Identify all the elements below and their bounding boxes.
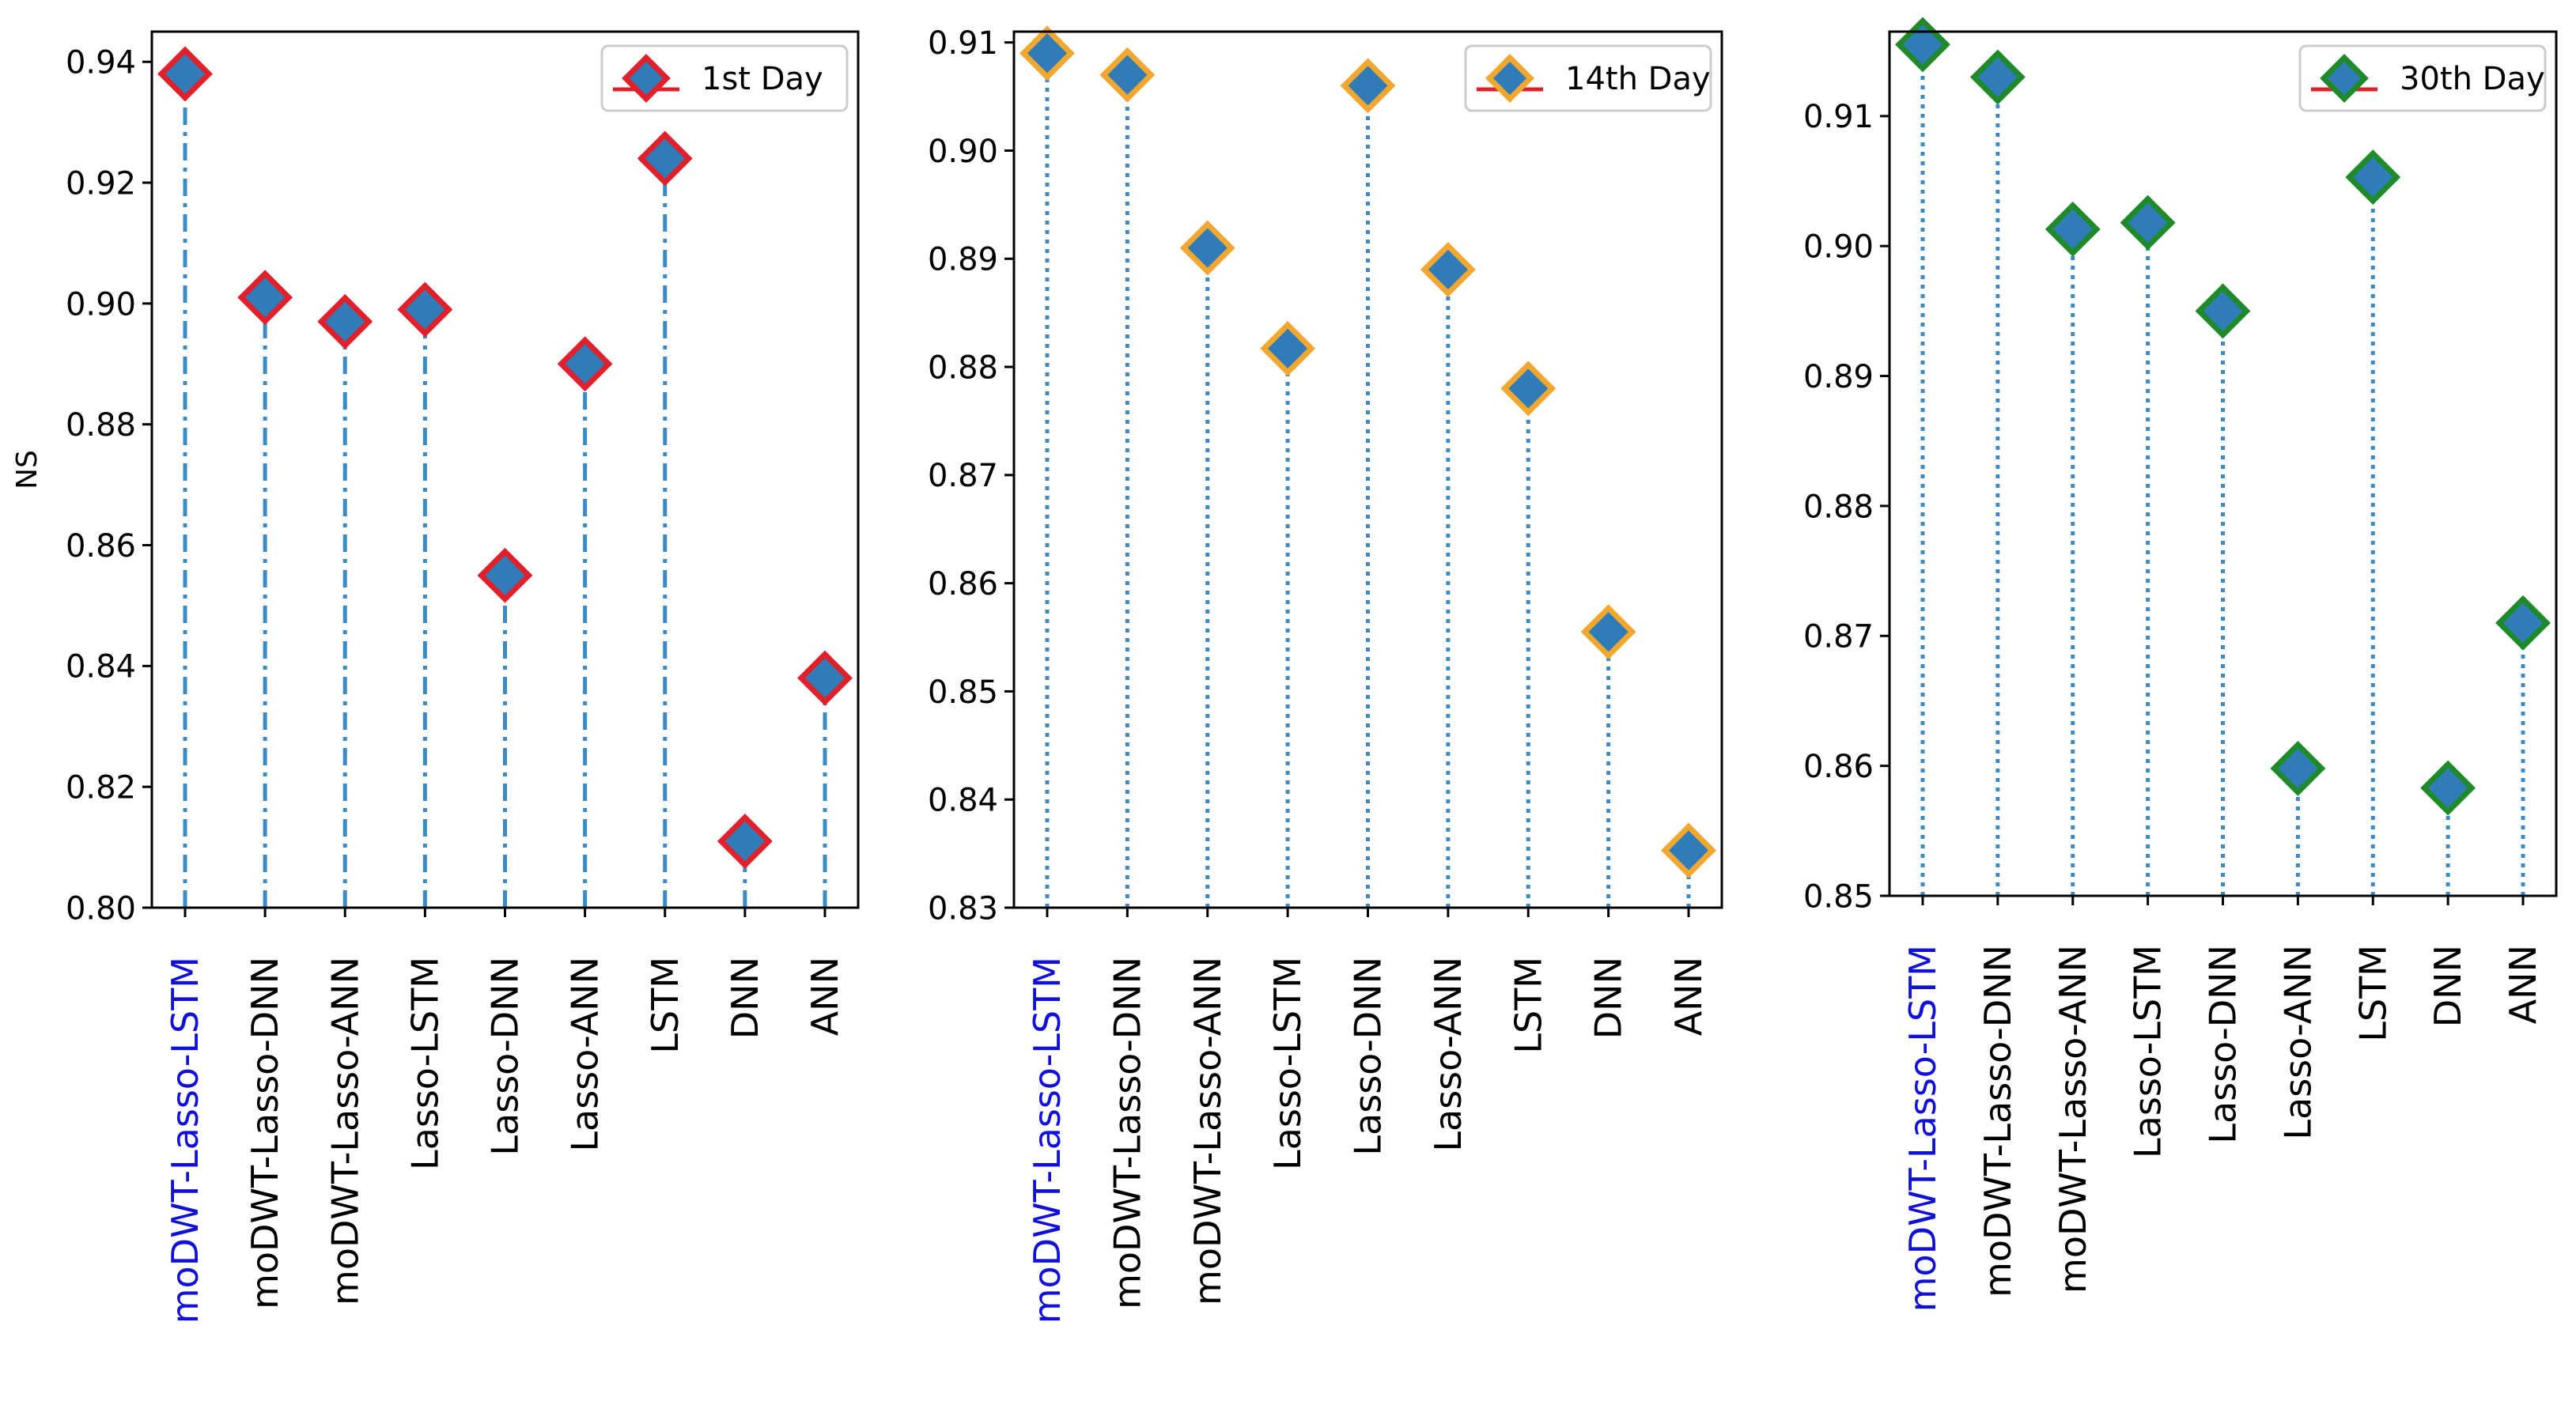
data-point-marker <box>717 813 773 869</box>
data-point-marker <box>1895 17 1950 73</box>
x-tick-label: moDWT-Lasso-LSTM <box>164 957 206 1324</box>
x-tick-label: DNN <box>2427 945 2469 1027</box>
x-tick-label: ANN <box>1667 957 1710 1036</box>
y-tick-label: 0.88 <box>928 349 998 386</box>
y-axis-label: NS <box>11 450 44 489</box>
x-tick-label: moDWT-Lasso-LSTM <box>1026 957 1069 1324</box>
legend: 30th Day <box>2298 44 2547 112</box>
chart-panel-2: 0.83 0.84 0.85 0.86 0.87 0.88 0.89 0.90 0.91 moDW… <box>928 25 1723 1324</box>
x-tick-label: LSTM <box>644 957 687 1054</box>
x-tick-label: Lasso-DNN <box>484 957 527 1156</box>
data-point-marker <box>1580 604 1636 660</box>
x-tick-label: Lasso-LSTM <box>403 957 446 1170</box>
y-tick-label: 0.80 <box>66 890 136 927</box>
chart-panel-3: 0.85 0.86 0.87 0.88 0.89 0.90 0.91 moDWT-Lasso-… <box>1803 17 2558 1312</box>
y-tick-label: 0.84 <box>928 783 998 819</box>
data-point-marker <box>2195 283 2251 339</box>
legend-label: 14th Day <box>1565 61 1711 97</box>
x-tick-label: moDWT-Lasso-DNN <box>1976 945 2019 1297</box>
x-tick-label: DNN <box>1587 957 1630 1039</box>
data-point-marker <box>2120 195 2176 251</box>
legend-box <box>2298 44 2547 112</box>
legend-label: 30th Day <box>2400 61 2545 97</box>
x-tick-label: moDWT-Lasso-ANN <box>323 957 366 1305</box>
data-point-marker <box>397 281 453 338</box>
data-point-marker <box>1260 320 1316 376</box>
x-tick-label: Lasso-ANN <box>564 957 607 1152</box>
plot-frame <box>1888 30 2558 897</box>
y-tick-label: 0.85 <box>1803 878 1874 915</box>
y-tick-label: 0.89 <box>1803 359 1874 395</box>
data-point-marker <box>2270 740 2326 796</box>
y-tick-label: 0.86 <box>66 528 136 565</box>
y-tick-label: 0.83 <box>928 890 998 927</box>
data-point-marker <box>1340 58 1396 114</box>
legend-marker <box>1485 54 1534 103</box>
x-tick-label: Lasso-ANN <box>2276 945 2319 1140</box>
y-tick-label: 0.84 <box>66 649 136 686</box>
data-point-marker <box>2045 201 2101 257</box>
y-tick-label: 0.88 <box>66 407 136 444</box>
y-tick-label: 0.91 <box>928 25 998 62</box>
x-tick-label: moDWT-Lasso-LSTM <box>1901 945 1944 1312</box>
y-tick-label: 0.82 <box>66 770 136 806</box>
x-tick-label: Lasso-LSTM <box>1266 957 1309 1170</box>
x-tick-label: Lasso-DNN <box>1347 957 1390 1156</box>
data-point-marker <box>1019 25 1075 81</box>
y-tick-label: 0.92 <box>66 165 136 202</box>
y-tick-label: 0.90 <box>928 134 998 170</box>
data-point-marker <box>1969 49 2026 105</box>
legend: 14th Day <box>1464 44 1712 112</box>
y-tick-label: 0.90 <box>1803 229 1874 266</box>
data-point-marker <box>1420 241 1476 297</box>
y-tick-label: 0.85 <box>928 674 998 711</box>
y-tick-label: 0.86 <box>928 566 998 602</box>
legend-box <box>600 44 849 112</box>
plot-frame <box>1012 30 1723 909</box>
data-point-marker <box>157 46 213 102</box>
y-tick-label: 0.87 <box>1803 619 1874 655</box>
x-tick-label: moDWT-Lasso-DNN <box>1106 957 1148 1309</box>
data-point-marker <box>237 270 293 326</box>
legend-marker <box>2320 54 2369 103</box>
y-tick-label: 0.88 <box>1803 489 1874 525</box>
data-point-marker <box>1179 220 1235 276</box>
data-point-marker <box>1099 47 1156 103</box>
x-tick-label: moDWT-Lasso-ANN <box>1186 957 1229 1305</box>
data-point-marker <box>637 130 693 187</box>
data-point-marker <box>1500 361 1557 417</box>
y-tick-label: 0.86 <box>1803 749 1874 785</box>
x-tick-label: DNN <box>724 957 766 1039</box>
data-point-marker <box>2345 149 2401 206</box>
data-point-marker <box>2420 760 2476 816</box>
chart-panel-1: 0.80 0.82 0.84 0.86 0.88 0.90 0.92 0.94 NS moDWT-… <box>11 30 860 1324</box>
x-tick-label: moDWT-Lasso-ANN <box>2052 945 2094 1294</box>
x-tick-label: ANN <box>2502 945 2544 1024</box>
legend-label: 1st Day <box>702 61 823 97</box>
y-tick-label: 0.94 <box>66 45 136 81</box>
y-tick-label: 0.91 <box>1803 99 1874 135</box>
y-tick-label: 0.89 <box>928 242 998 278</box>
data-point-marker <box>557 336 613 392</box>
data-point-marker <box>2495 595 2551 651</box>
legend-marker <box>622 54 671 103</box>
data-point-marker <box>797 650 853 706</box>
data-point-marker <box>317 293 373 349</box>
x-tick-label: Lasso-ANN <box>1427 957 1470 1152</box>
y-tick-label: 0.87 <box>928 458 998 494</box>
data-point-marker <box>477 547 533 603</box>
data-point-marker <box>1661 822 1716 878</box>
y-tick-label: 0.90 <box>66 286 136 323</box>
legend: 1st Day <box>600 44 849 112</box>
x-tick-label: LSTM <box>2351 945 2394 1042</box>
x-tick-label: LSTM <box>1507 957 1549 1054</box>
x-tick-label: moDWT-Lasso-DNN <box>244 957 286 1309</box>
x-tick-label: Lasso-LSTM <box>2127 945 2169 1158</box>
plot-frame <box>150 30 860 909</box>
legend-box <box>1464 44 1712 112</box>
x-tick-label: ANN <box>804 957 846 1036</box>
x-tick-label: Lasso-DNN <box>2202 945 2245 1144</box>
